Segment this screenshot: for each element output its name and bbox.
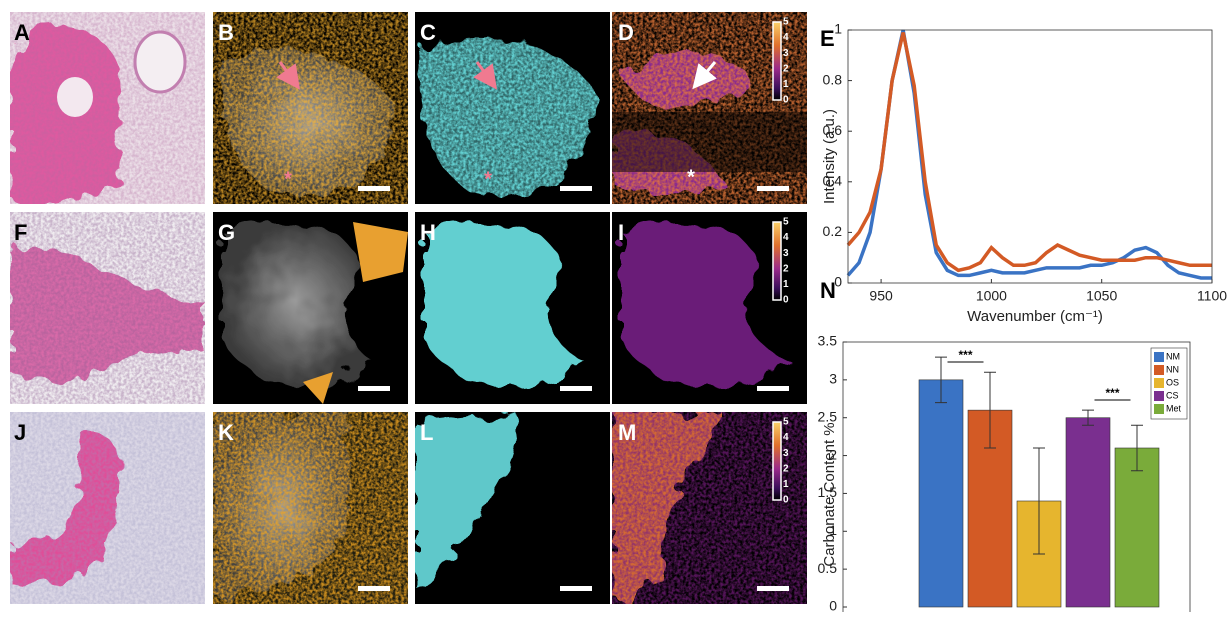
- bar: [1115, 448, 1159, 607]
- axes-frame: [848, 30, 1212, 283]
- legend-label: NM: [1166, 351, 1180, 361]
- panel-label: G: [218, 220, 235, 245]
- legend-swatch: [1154, 404, 1164, 414]
- cars-image: [415, 12, 610, 204]
- panel-label: B: [218, 20, 234, 45]
- scale-bar: [560, 186, 592, 191]
- bar: [919, 380, 963, 607]
- panel-label: J: [14, 420, 26, 445]
- scale-bar: [358, 186, 390, 191]
- colorbar-tick-label: 0: [783, 95, 789, 106]
- panel-label: K: [218, 420, 234, 445]
- panel-label: H: [420, 220, 436, 245]
- colorbar-tick-label: 5: [783, 17, 789, 28]
- colorbar-tick-label: 4: [783, 32, 789, 43]
- y-tick-label: 1: [834, 21, 842, 37]
- he-image: [10, 212, 205, 404]
- he-image: [10, 412, 205, 607]
- colorbar-tick-label: 0: [783, 295, 789, 306]
- scale-bar: [757, 586, 789, 591]
- legend-swatch: [1154, 378, 1164, 388]
- scale-bar: [358, 386, 390, 391]
- y-tick-label: 0.8: [823, 71, 843, 87]
- colorbar: [773, 422, 781, 500]
- colorbar-tick-label: 1: [783, 279, 789, 290]
- colorbar-tick-label: 5: [783, 217, 789, 228]
- colorbar-tick-label: 2: [783, 63, 789, 74]
- y-tick-label: 2.5: [818, 408, 838, 424]
- legend-label: NN: [1166, 364, 1179, 374]
- legend-swatch: [1154, 391, 1164, 401]
- scale-bar: [560, 586, 592, 591]
- x-tick-label: 1000: [976, 288, 1007, 304]
- panel-label: E: [820, 26, 835, 51]
- bar: [1066, 418, 1110, 607]
- x-tick-label: 1050: [1086, 288, 1117, 304]
- scale-bar: [560, 386, 592, 391]
- x-tick-label: 950: [869, 288, 893, 304]
- y-axis-label: Carbonate Content %: [821, 422, 838, 566]
- significance-label: ***: [958, 348, 972, 362]
- x-axis-label: Wavenumber (cm⁻¹): [967, 308, 1103, 325]
- legend-label: Met: [1166, 403, 1182, 413]
- colorbar-tick-label: 4: [783, 232, 789, 243]
- image-panels: [10, 12, 807, 607]
- panel-label: I: [618, 220, 624, 245]
- colorbar-tick-label: 2: [783, 263, 789, 274]
- spectrum-line: [848, 33, 1212, 271]
- colorbar-tick-label: 4: [783, 432, 789, 443]
- legend-label: CS: [1166, 390, 1179, 400]
- colorbar-tick-label: 0: [783, 495, 789, 506]
- scale-bar: [757, 386, 789, 391]
- panel-label: F: [14, 220, 27, 245]
- asterisk: *: [484, 168, 492, 190]
- panel-label: L: [420, 420, 433, 445]
- cars-image: [415, 412, 610, 607]
- asterisk: *: [687, 166, 695, 188]
- y-tick-label: 3: [829, 371, 837, 387]
- colorbar-tick-label: 3: [783, 448, 789, 459]
- shg-image: [213, 12, 408, 204]
- cars-image: [415, 212, 610, 404]
- colorbar-tick-label: 3: [783, 48, 789, 59]
- y-tick-label: 3.5: [818, 333, 838, 349]
- panel-label: A: [14, 20, 30, 45]
- colorbar-tick-label: 2: [783, 463, 789, 474]
- scale-bar: [757, 186, 789, 191]
- shg-image: [213, 212, 408, 404]
- y-tick-label: 0: [829, 598, 837, 612]
- colorbar: [773, 222, 781, 300]
- colorbar-tick-label: 1: [783, 479, 789, 490]
- he-image: [10, 12, 205, 204]
- legend-swatch: [1154, 352, 1164, 362]
- x-tick-label: 1100: [1197, 288, 1227, 304]
- panel-label: M: [618, 420, 636, 445]
- y-tick-label: 0: [834, 274, 842, 290]
- y-axis-label: Intensity (a.u.): [821, 109, 838, 204]
- shg-image: [213, 412, 408, 607]
- colorbar-tick-label: 3: [783, 248, 789, 259]
- asterisk: *: [284, 168, 292, 190]
- significance-label: ***: [1105, 386, 1119, 400]
- panel-label: C: [420, 20, 436, 45]
- colorbar-tick-label: 5: [783, 417, 789, 428]
- carbonate-chart: 00.511.522.533.5******NMNNOSCSMetCarbona…: [818, 333, 1190, 612]
- legend-label: OS: [1166, 377, 1179, 387]
- panel-label: D: [618, 20, 634, 45]
- y-tick-label: 0.2: [823, 223, 843, 239]
- figure: ABCDEFGHIJKLMN***543210543210543210 9501…: [0, 0, 1231, 612]
- colorbar-tick-label: 1: [783, 79, 789, 90]
- scale-bar: [358, 586, 390, 591]
- spectrum-line: [848, 30, 1212, 278]
- legend-swatch: [1154, 365, 1164, 375]
- colorbar: [773, 22, 781, 100]
